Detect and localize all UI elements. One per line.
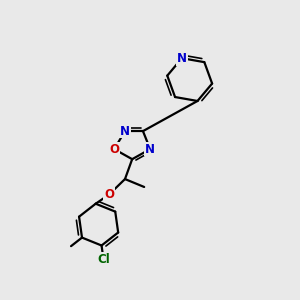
Text: Cl: Cl: [97, 253, 110, 266]
Text: O: O: [104, 188, 114, 201]
Text: N: N: [145, 142, 155, 156]
Text: N: N: [177, 52, 187, 65]
Text: N: N: [120, 124, 130, 138]
Text: O: O: [109, 142, 119, 156]
